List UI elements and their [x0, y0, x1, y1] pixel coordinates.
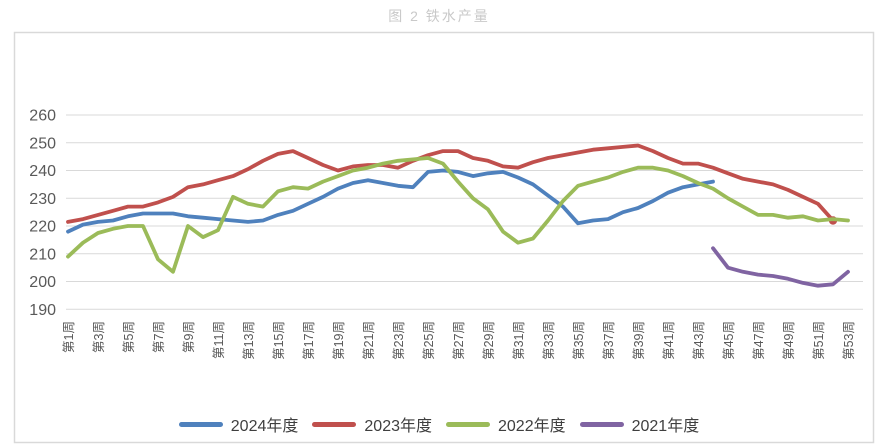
y-tick-label: 210	[29, 246, 56, 263]
x-tick-label: 第43周	[692, 321, 706, 360]
x-tick-label: 第49周	[782, 321, 796, 360]
x-tick-label: 第31周	[512, 321, 526, 360]
y-tick-label: 220	[29, 219, 56, 236]
y-tick-label: 250	[29, 135, 56, 152]
y-tick-label: 200	[29, 274, 56, 291]
y-tick-label: 240	[29, 163, 56, 180]
x-tick-label: 第25周	[422, 321, 436, 360]
x-tick-label: 第29周	[482, 321, 496, 360]
x-tick-label: 第39周	[632, 321, 646, 360]
legend-item-2021: 2021年度	[579, 412, 700, 436]
legend-label-2023: 2023年度	[364, 418, 432, 435]
y-tick-label: 190	[29, 302, 56, 319]
x-tick-label: 第19周	[332, 321, 346, 360]
x-tick-label: 第35周	[572, 321, 586, 360]
chart-title: 图 2 铁水产量	[388, 8, 490, 24]
x-tick-label: 第11周	[212, 321, 226, 359]
x-tick-label: 第5周	[122, 321, 136, 353]
legend-swatch-2023	[312, 421, 357, 427]
legend-swatch-2022	[446, 421, 490, 427]
legend-label-2022: 2022年度	[498, 418, 566, 435]
x-tick-label: 第33周	[542, 321, 556, 360]
legend-swatch-2024	[178, 421, 223, 427]
x-tick-label: 第7周	[152, 321, 166, 353]
y-tick-label: 260	[29, 108, 56, 125]
legend-label-2021: 2021年度	[631, 418, 700, 435]
series-line-2023年度	[66, 143, 835, 224]
x-tick-label: 第13周	[242, 321, 256, 360]
series-line-2021年度	[711, 246, 850, 288]
x-tick-label: 第47周	[752, 321, 766, 360]
x-tick-label: 第27周	[452, 321, 466, 360]
x-tick-label: 第23周	[392, 321, 406, 360]
x-tick-label: 第53周	[842, 321, 856, 360]
x-tick-label: 第9周	[182, 321, 196, 353]
y-tick-label: 230	[29, 191, 56, 208]
chart-panel	[13, 31, 875, 444]
x-tick-label: 第37周	[602, 321, 616, 360]
legend-item-2024: 2024年度	[178, 412, 299, 436]
x-tick-label: 第45周	[722, 321, 736, 360]
legend-item-2022: 2022年度	[446, 412, 566, 436]
legend-item-2023: 2023年度	[312, 412, 432, 436]
chart-legend: 2024年度 2023年度 2022年度 2021年度	[0, 412, 878, 436]
x-tick-label: 第1周	[62, 321, 76, 353]
x-tick-label: 第17周	[302, 321, 316, 360]
series-line-2024年度	[66, 168, 715, 234]
x-tick-label: 第3周	[92, 321, 106, 353]
x-tick-label: 第21周	[362, 321, 376, 360]
series-line-2022年度	[66, 156, 850, 274]
x-tick-label: 第41周	[662, 321, 676, 360]
legend-label-2024: 2024年度	[230, 418, 299, 435]
x-tick-label: 第15周	[272, 321, 286, 360]
legend-swatch-2021	[579, 421, 624, 427]
x-tick-label: 第51周	[812, 321, 826, 360]
